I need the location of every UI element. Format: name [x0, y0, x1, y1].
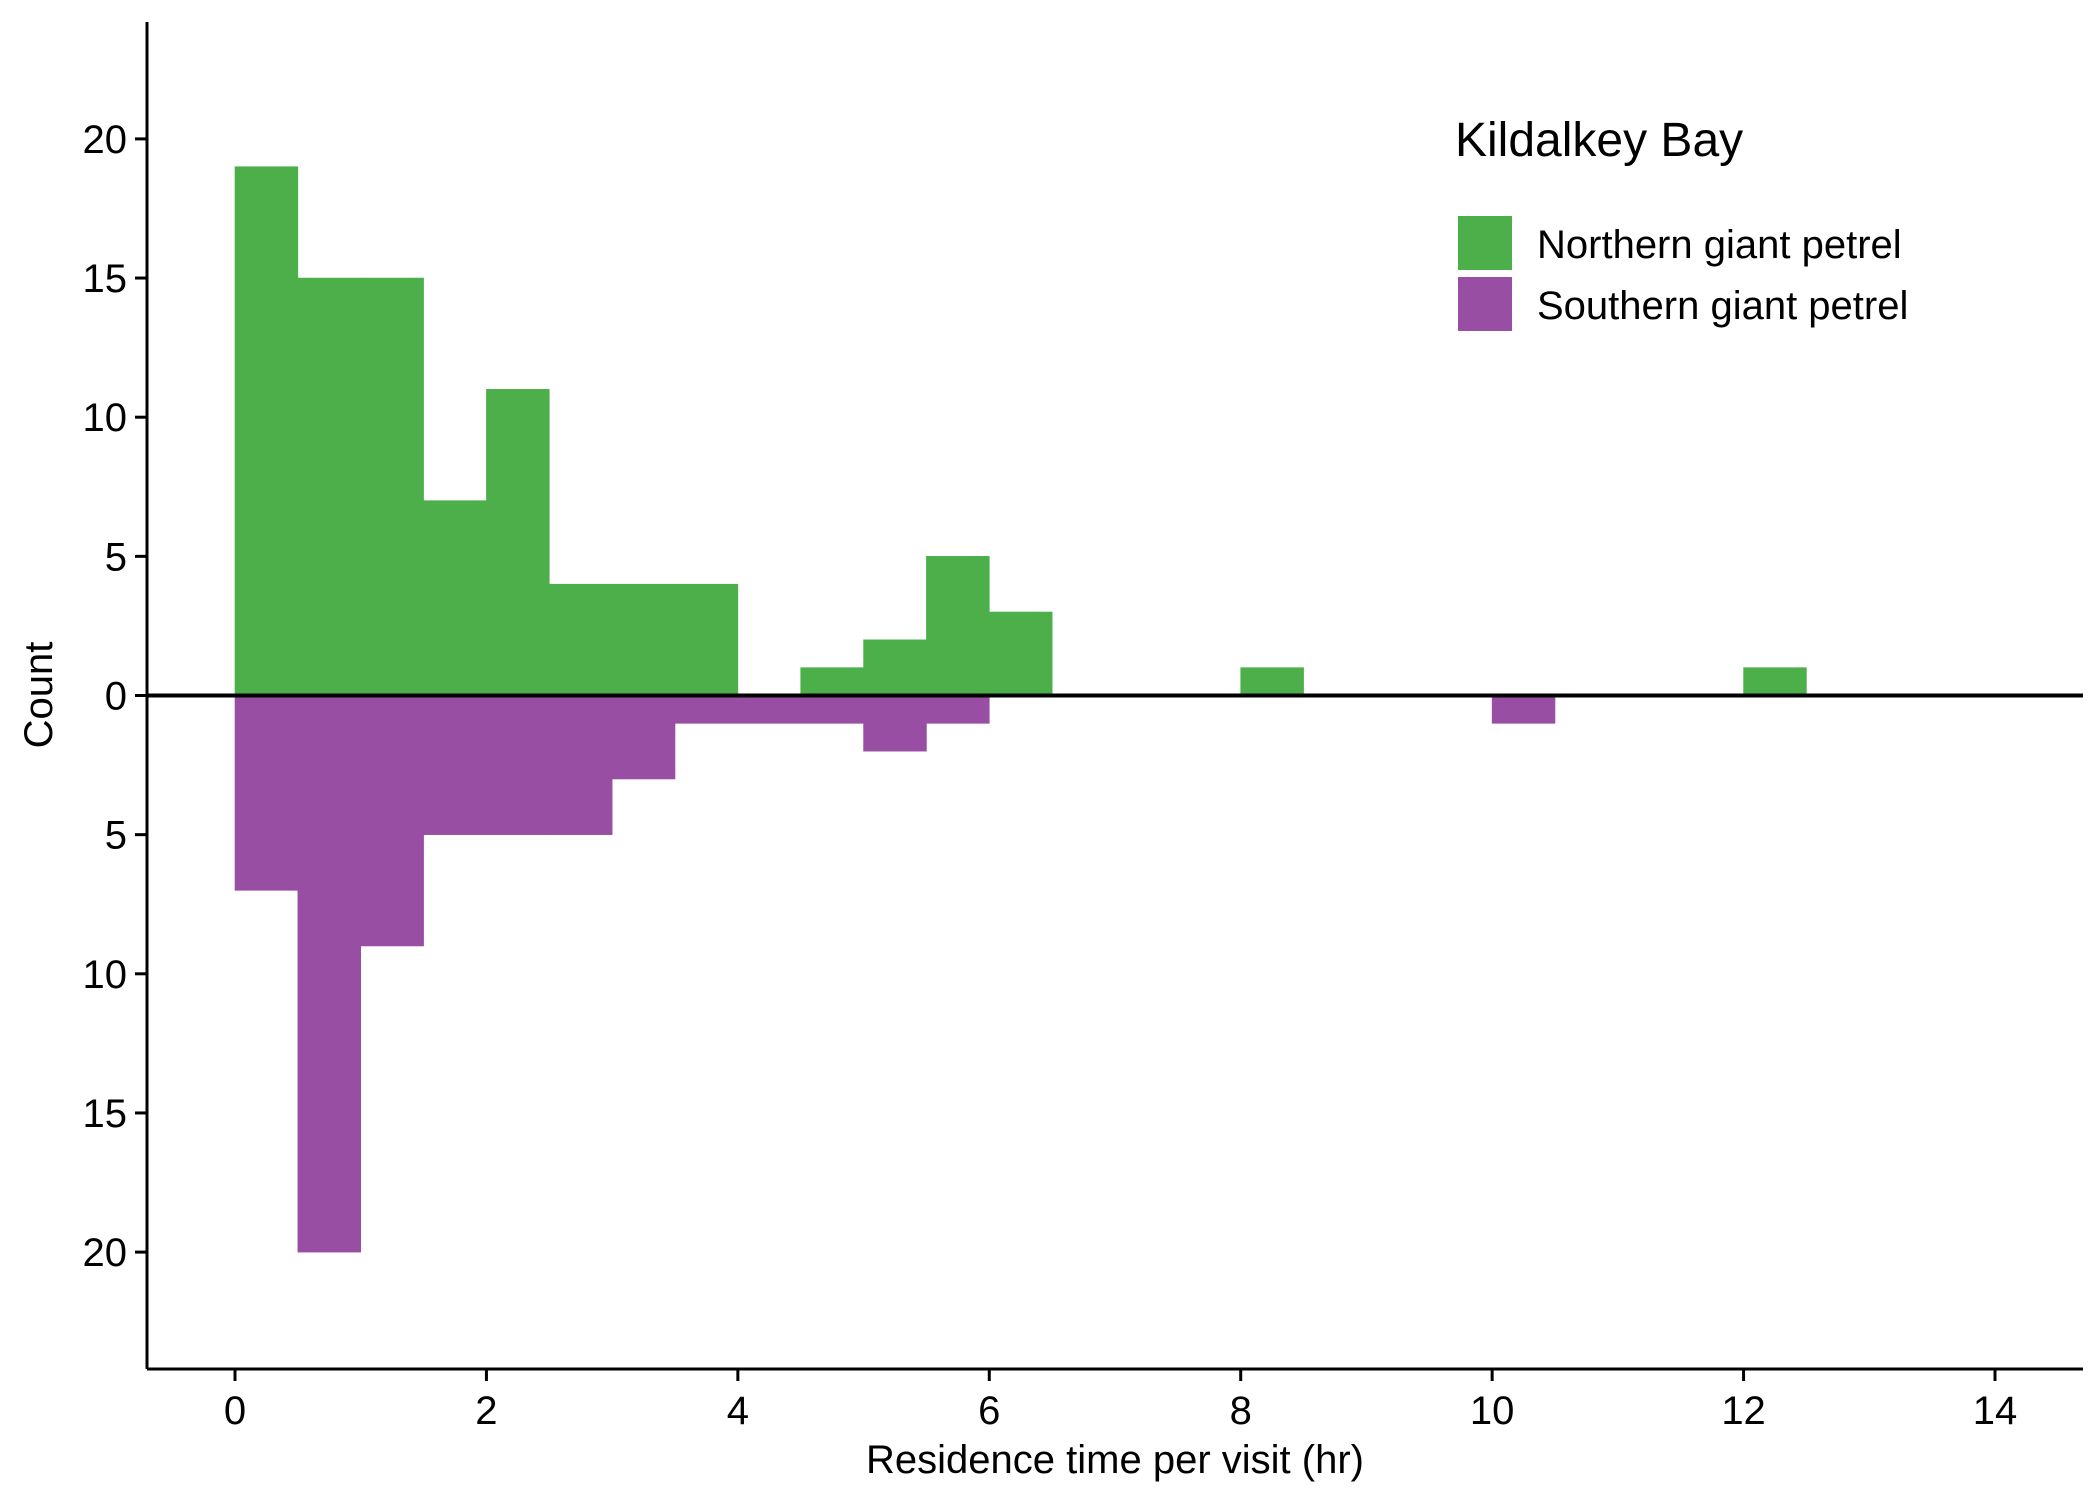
- bar-northern: [1240, 667, 1304, 696]
- bar-northern: [800, 667, 864, 696]
- x-tick-label: 2: [475, 1389, 497, 1433]
- y-tick-label: 5: [105, 814, 127, 858]
- bar-southern: [926, 695, 990, 724]
- legend-swatch-northern: [1458, 216, 1512, 270]
- bar-northern: [926, 556, 990, 696]
- x-tick-label: 4: [727, 1389, 749, 1433]
- bar-southern: [800, 695, 864, 724]
- legend-title: Kildalkey Bay: [1455, 114, 1743, 167]
- bar-southern: [486, 695, 550, 835]
- y-tick-label: 10: [83, 953, 128, 997]
- bar-northern: [234, 166, 299, 696]
- bar-northern: [548, 583, 613, 696]
- bar-southern: [234, 695, 299, 891]
- bar-northern: [863, 639, 927, 696]
- bar-southern: [297, 695, 362, 1253]
- y-tick-label: 15: [83, 257, 128, 301]
- y-axis-title: Count: [17, 642, 61, 749]
- bar-southern: [737, 695, 802, 724]
- bar-northern: [1743, 667, 1807, 696]
- x-tick-label: 12: [1721, 1389, 1766, 1433]
- bar-southern: [611, 695, 676, 780]
- bar-northern: [486, 389, 550, 696]
- bar-southern: [1491, 695, 1556, 724]
- bar-northern: [423, 500, 487, 696]
- legend: Kildalkey Bay Northern giant petrel Sout…: [1455, 114, 1908, 331]
- y-tick-label: 5: [105, 535, 127, 579]
- bar-southern: [863, 695, 927, 752]
- x-tick-label: 6: [978, 1389, 1000, 1433]
- bar-southern: [423, 695, 487, 835]
- bar-southern: [360, 695, 424, 947]
- y-tick-label: 0: [105, 675, 127, 719]
- y-tick-label: 15: [83, 1092, 128, 1136]
- x-axis-title: Residence time per visit (hr): [866, 1438, 1364, 1482]
- legend-label-northern: Northern giant petrel: [1537, 223, 1902, 267]
- bar-southern: [674, 695, 739, 724]
- x-tick-label: 10: [1470, 1389, 1515, 1433]
- bar-northern: [988, 611, 1053, 696]
- y-tick-label: 20: [83, 118, 128, 162]
- y-tick-label: 20: [83, 1231, 128, 1275]
- bar-southern: [548, 695, 613, 835]
- x-tick-label: 8: [1230, 1389, 1252, 1433]
- x-tick-label: 0: [224, 1389, 246, 1433]
- legend-swatch-southern: [1458, 277, 1512, 331]
- legend-label-southern: Southern giant petrel: [1537, 284, 1908, 328]
- bar-northern: [297, 277, 362, 696]
- x-tick-label: 14: [1973, 1389, 2018, 1433]
- bar-northern: [611, 583, 676, 696]
- axes: 20 15 10 5 0 5 10 15 20 0 2 4 6 8 10 12 14: [83, 22, 2083, 1433]
- bar-northern: [674, 583, 739, 696]
- bar-northern: [360, 277, 424, 696]
- y-tick-label: 10: [83, 396, 128, 440]
- histogram-bars: [234, 166, 1807, 1253]
